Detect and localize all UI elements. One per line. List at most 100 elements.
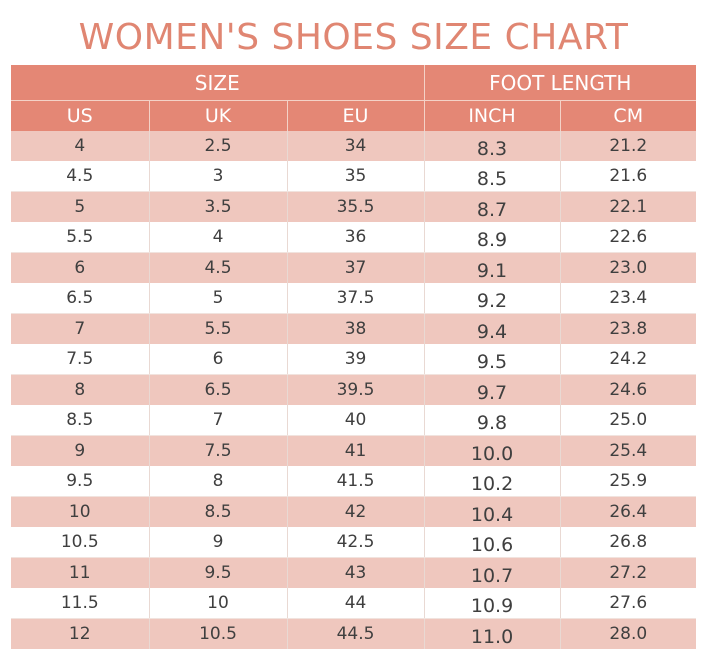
table-row: 11 9.5 43 10.7 27.2	[11, 557, 697, 588]
table-row: 12 10.5 44.5 11.0 28.0	[11, 618, 697, 649]
cell-cm: 25.0	[560, 405, 697, 436]
column-header-uk: UK	[149, 100, 288, 131]
cell-cm: 23.8	[560, 313, 697, 344]
cell-eu: 43	[287, 557, 425, 588]
cell-eu: 42	[287, 496, 425, 527]
cell-us: 10	[11, 496, 150, 527]
size-chart-table: SIZE FOOT LENGTH US UK EU INCH CM 4 2.5 34…	[11, 65, 697, 649]
cell-cm: 25.9	[560, 466, 697, 497]
cell-us: 8	[11, 374, 150, 405]
cell-us: 7.5	[11, 344, 150, 375]
cell-cm: 23.4	[560, 283, 697, 314]
cell-uk: 7.5	[149, 435, 288, 466]
cell-cm: 26.4	[560, 496, 697, 527]
table-row: 7.5 6 39 9.5 24.2	[11, 344, 697, 375]
cell-us: 10.5	[11, 527, 150, 558]
cell-inch: 10.7	[424, 557, 561, 588]
table-row: 8.5 7 40 9.8 25.0	[11, 405, 697, 436]
group-header-size: SIZE	[11, 65, 425, 101]
table-row: 7 5.5 38 9.4 23.8	[11, 313, 697, 344]
cell-inch: 10.4	[424, 496, 561, 527]
cell-eu: 36	[287, 222, 425, 253]
group-header-foot-length: FOOT LENGTH	[424, 65, 697, 101]
cell-cm: 21.2	[560, 131, 697, 161]
table-row: 11.5 10 44 10.9 27.6	[11, 588, 697, 619]
cell-us: 9	[11, 435, 150, 466]
table-row: 8 6.5 39.5 9.7 24.6	[11, 374, 697, 405]
table-row: 10 8.5 42 10.4 26.4	[11, 496, 697, 527]
cell-uk: 9	[149, 527, 288, 558]
cell-uk: 9.5	[149, 557, 288, 588]
cell-inch: 9.4	[424, 313, 561, 344]
cell-cm: 22.1	[560, 191, 697, 222]
cell-eu: 37	[287, 252, 425, 283]
column-header-eu: EU	[287, 100, 425, 131]
cell-us: 4	[11, 131, 150, 161]
cell-eu: 38	[287, 313, 425, 344]
cell-us: 11	[11, 557, 150, 588]
cell-inch: 9.1	[424, 252, 561, 283]
cell-eu: 39.5	[287, 374, 425, 405]
cell-us: 11.5	[11, 588, 150, 619]
cell-cm: 25.4	[560, 435, 697, 466]
table-body: 4 2.5 34 8.3 21.2 4.5 3 35 8.5 21.6 5 3.5 35.5 8.7 22.…	[11, 131, 697, 649]
cell-cm: 21.6	[560, 161, 697, 192]
cell-cm: 22.6	[560, 222, 697, 253]
group-header-row: SIZE FOOT LENGTH	[11, 65, 697, 101]
cell-uk: 3	[149, 161, 288, 192]
column-header-cm: CM	[560, 100, 697, 131]
cell-uk: 3.5	[149, 191, 288, 222]
cell-inch: 8.3	[424, 131, 561, 161]
cell-inch: 9.7	[424, 374, 561, 405]
cell-uk: 8	[149, 466, 288, 497]
cell-eu: 44.5	[287, 618, 425, 649]
cell-eu: 35.5	[287, 191, 425, 222]
table-row: 9 7.5 41 10.0 25.4	[11, 435, 697, 466]
cell-eu: 37.5	[287, 283, 425, 314]
cell-eu: 34	[287, 131, 425, 161]
table-row: 10.5 9 42.5 10.6 26.8	[11, 527, 697, 558]
cell-inch: 9.5	[424, 344, 561, 375]
cell-us: 6.5	[11, 283, 150, 314]
cell-cm: 27.6	[560, 588, 697, 619]
cell-inch: 8.9	[424, 222, 561, 253]
cell-uk: 7	[149, 405, 288, 436]
cell-uk: 5	[149, 283, 288, 314]
cell-uk: 6	[149, 344, 288, 375]
cell-us: 7	[11, 313, 150, 344]
table-row: 9.5 8 41.5 10.2 25.9	[11, 466, 697, 497]
cell-cm: 24.6	[560, 374, 697, 405]
cell-us: 8.5	[11, 405, 150, 436]
table-row: 5.5 4 36 8.9 22.6	[11, 222, 697, 253]
cell-cm: 27.2	[560, 557, 697, 588]
cell-uk: 10	[149, 588, 288, 619]
cell-eu: 41	[287, 435, 425, 466]
cell-inch: 10.9	[424, 588, 561, 619]
column-header-row: US UK EU INCH CM	[11, 100, 697, 131]
cell-uk: 10.5	[149, 618, 288, 649]
cell-eu: 40	[287, 405, 425, 436]
cell-eu: 41.5	[287, 466, 425, 497]
cell-us: 5.5	[11, 222, 150, 253]
cell-inch: 10.6	[424, 527, 561, 558]
cell-uk: 5.5	[149, 313, 288, 344]
cell-uk: 4	[149, 222, 288, 253]
cell-eu: 42.5	[287, 527, 425, 558]
cell-inch: 11.0	[424, 618, 561, 649]
cell-uk: 4.5	[149, 252, 288, 283]
table-row: 6.5 5 37.5 9.2 23.4	[11, 283, 697, 314]
cell-inch: 9.8	[424, 405, 561, 436]
cell-inch: 10.0	[424, 435, 561, 466]
column-header-us: US	[11, 100, 150, 131]
table-row: 4.5 3 35 8.5 21.6	[11, 161, 697, 192]
cell-us: 12	[11, 618, 150, 649]
cell-eu: 44	[287, 588, 425, 619]
cell-inch: 9.2	[424, 283, 561, 314]
cell-inch: 10.2	[424, 466, 561, 497]
cell-inch: 8.7	[424, 191, 561, 222]
cell-uk: 2.5	[149, 131, 288, 161]
cell-uk: 6.5	[149, 374, 288, 405]
cell-cm: 26.8	[560, 527, 697, 558]
cell-cm: 28.0	[560, 618, 697, 649]
page-title: WOMEN'S SHOES SIZE CHART	[78, 17, 629, 58]
